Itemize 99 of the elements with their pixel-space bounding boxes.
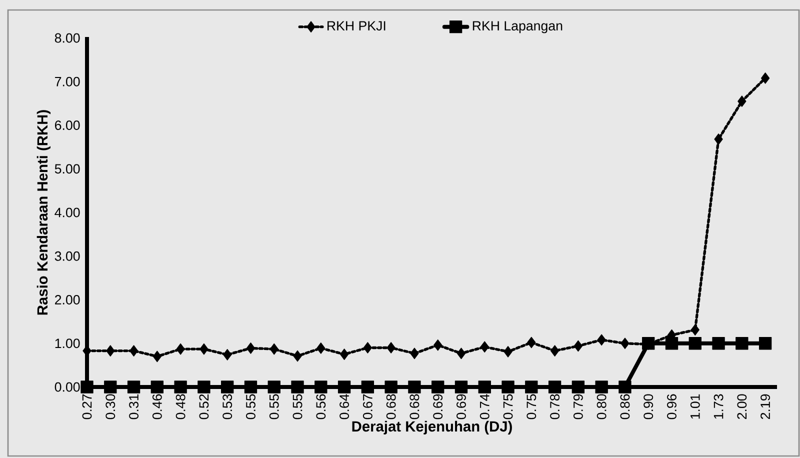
x-tick-label: 0.56	[316, 394, 326, 420]
x-tick-label: 0.27	[82, 394, 92, 420]
x-tick-label: 0.48	[176, 394, 186, 420]
x-tick-label: 0.75	[503, 394, 513, 420]
point	[340, 348, 349, 360]
x-tick-label: 0.55	[292, 394, 302, 420]
point	[268, 380, 280, 394]
point	[504, 346, 512, 358]
x-tick-label: 0.55	[269, 394, 279, 420]
x-tick-label: 0.74	[480, 394, 490, 420]
point	[127, 380, 140, 394]
y-tick-label: 1.00	[55, 338, 80, 348]
point	[223, 349, 232, 360]
point	[758, 337, 772, 350]
point	[525, 380, 538, 394]
point	[665, 337, 678, 350]
point	[152, 350, 162, 362]
point	[574, 340, 583, 352]
point	[595, 380, 608, 394]
point	[408, 380, 421, 394]
x-tick-label: 0.86	[620, 394, 630, 420]
x-tick-label: 0.79	[573, 394, 583, 420]
x-tick-label: 0.69	[433, 394, 443, 420]
point	[104, 380, 117, 394]
point	[363, 342, 372, 354]
y-tick-label: 0.00	[54, 382, 80, 392]
x-tick-label: 0.67	[362, 394, 372, 420]
x-tick-label: 0.31	[129, 394, 138, 420]
point	[198, 380, 210, 394]
point	[434, 339, 442, 351]
point	[620, 338, 630, 350]
x-tick-label: 2.19	[760, 394, 770, 419]
point	[502, 380, 514, 394]
point	[293, 350, 302, 362]
x-tick-label: 1.73	[714, 394, 724, 419]
point	[176, 343, 185, 355]
point	[712, 337, 725, 350]
point	[432, 380, 444, 394]
point	[456, 348, 466, 360]
x-tick-label: 0.96	[667, 394, 676, 420]
point	[480, 341, 489, 353]
x-tick-label: 0.80	[596, 394, 606, 420]
x-tick-label: 0.64	[340, 394, 350, 420]
point	[314, 380, 328, 394]
x-tick-label: 0.55	[246, 394, 256, 420]
point	[550, 345, 560, 356]
y-tick-label: 6.00	[55, 120, 80, 130]
point	[80, 380, 94, 394]
x-tick-label: 0.78	[550, 394, 560, 420]
point	[688, 337, 702, 350]
point	[384, 380, 398, 394]
y-tick-label: 4.00	[54, 208, 80, 218]
point	[174, 380, 187, 394]
point	[129, 345, 138, 356]
point	[618, 380, 632, 394]
y-tick-label: 5.00	[54, 164, 80, 174]
point	[410, 348, 419, 360]
point	[316, 342, 326, 354]
point	[221, 380, 234, 394]
point	[597, 334, 606, 346]
x-tick-label: 0.52	[199, 394, 209, 420]
x-tick-label: 0.69	[456, 394, 466, 420]
point	[527, 336, 536, 348]
point	[106, 345, 115, 356]
x-tick-label: 0.46	[152, 394, 162, 420]
x-tick-label: 1.01	[690, 394, 700, 419]
point	[738, 96, 746, 107]
x-tick-label: 0.75	[526, 394, 536, 420]
y-tick-label: 3.00	[54, 251, 80, 261]
point	[246, 342, 256, 354]
legend-label: RKH Lapangan	[472, 21, 562, 34]
x-tick-label: 0.68	[410, 394, 420, 420]
x-tick-label: 0.30	[106, 394, 116, 420]
x-tick-label: 2.00	[737, 394, 747, 419]
point	[244, 380, 258, 394]
point	[548, 380, 562, 394]
legend-label: RKH PKJI	[327, 21, 386, 31]
point	[478, 380, 491, 394]
point	[690, 324, 700, 336]
point	[714, 134, 723, 145]
point	[270, 343, 278, 355]
x-tick-label: 0.68	[386, 394, 396, 420]
y-tick-label: 8.00	[54, 33, 80, 43]
x-tick-label: 0.53	[222, 394, 232, 420]
point	[150, 380, 164, 394]
point	[454, 380, 468, 394]
point	[200, 343, 208, 355]
x-tick-label: 0.90	[644, 394, 654, 420]
point	[760, 72, 770, 84]
x-axis-title: Derajat Kejenuhan (DJ)	[352, 420, 512, 434]
point	[338, 380, 351, 394]
point	[361, 380, 374, 394]
point	[736, 337, 748, 350]
point	[572, 380, 585, 394]
y-axis-title: Rasio Kendaraan Henti (RKH)	[36, 110, 51, 315]
point	[386, 342, 396, 354]
y-tick-label: 7.00	[55, 76, 80, 86]
y-tick-label: 2.00	[55, 295, 80, 304]
point	[291, 380, 304, 394]
